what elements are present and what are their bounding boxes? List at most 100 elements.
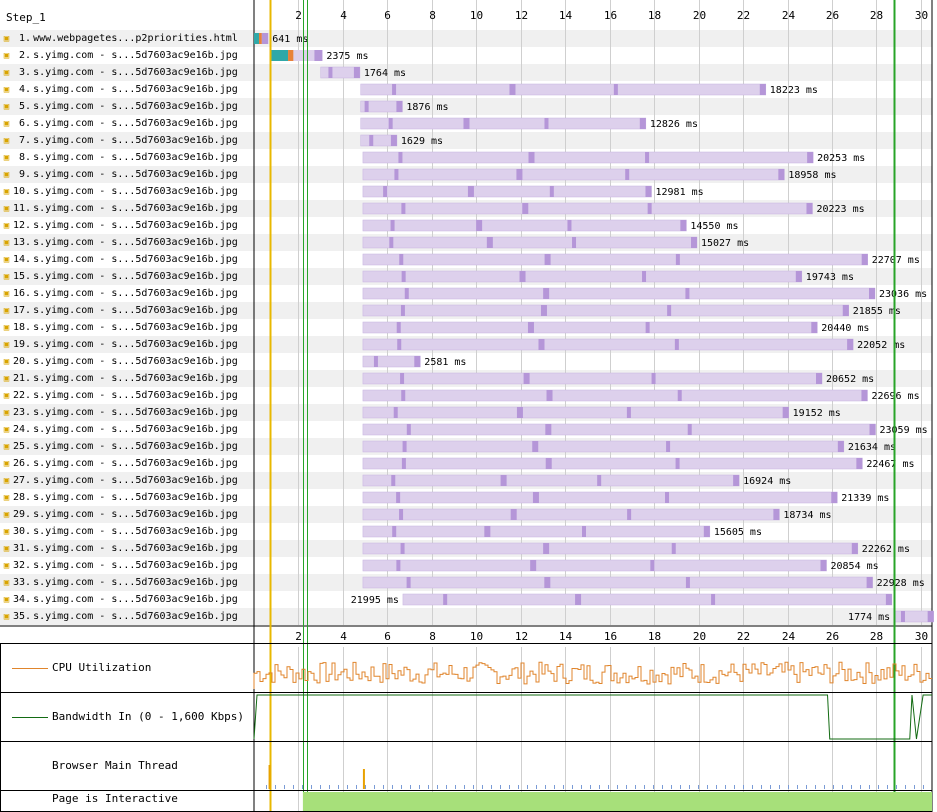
request-duration: 2375 ms [326,51,368,62]
request-row-label[interactable]: ▣ 29. s.yimg.com - s...5d7603ac9e16b.jpg [0,506,254,523]
request-url: s.yimg.com - s...5d7603ac9e16b.jpg [33,373,238,384]
request-row-label[interactable]: ▣ 19. s.yimg.com - s...5d7603ac9e16b.jpg [0,336,254,353]
request-row-label[interactable]: ▣ 6. s.yimg.com - s...5d7603ac9e16b.jpg [0,115,254,132]
request-row-label[interactable]: ▣ 16. s.yimg.com - s...5d7603ac9e16b.jpg [0,285,254,302]
lock-icon: ▣ [3,204,10,214]
main-thread-activity [824,785,825,789]
bar-download-chunk [647,203,652,214]
bar-download-chunk [401,390,406,401]
main-thread-activity [410,785,411,789]
bar-download-chunk [627,509,632,520]
tick-label-bottom: 4 [340,630,347,643]
bar-download-chunk [404,288,409,299]
bar-download-chunk [528,152,535,163]
main-thread-label: Browser Main Thread [52,759,178,772]
bar-download-chunk [543,543,550,554]
request-row-label[interactable]: ▣ 27. s.yimg.com - s...5d7603ac9e16b.jpg [0,472,254,489]
bar-dns [254,33,259,44]
request-row-label[interactable]: ▣ 32. s.yimg.com - s...5d7603ac9e16b.jpg [0,557,254,574]
request-duration: 2581 ms [424,357,466,368]
request-row-label[interactable]: ▣ 35. s.yimg.com - s...5d7603ac9e16b.jpg [0,608,254,625]
request-row-label[interactable]: ▣ 2. s.yimg.com - s...5d7603ac9e16b.jpg [0,47,254,64]
lock-icon: ▣ [3,510,10,520]
cpu-lane-label: CPU Utilization [0,661,254,674]
request-row-label[interactable]: ▣ 8. s.yimg.com - s...5d7603ac9e16b.jpg [0,149,254,166]
request-url: s.yimg.com - s...5d7603ac9e16b.jpg [33,169,238,180]
request-row-label[interactable]: ▣ 17. s.yimg.com - s...5d7603ac9e16b.jpg [0,302,254,319]
bar-download-chunk [527,322,534,333]
request-row-label[interactable]: ▣ 18. s.yimg.com - s...5d7603ac9e16b.jpg [0,319,254,336]
request-number: 29. [13,509,32,520]
request-number: 31. [13,543,32,554]
lock-icon: ▣ [3,459,10,469]
request-row-label[interactable]: ▣ 3. s.yimg.com - s...5d7603ac9e16b.jpg [0,64,254,81]
request-number: 26. [13,458,32,469]
request-row-label[interactable]: ▣ 22. s.yimg.com - s...5d7603ac9e16b.jpg [0,387,254,404]
request-row-label[interactable]: ▣ 12. s.yimg.com - s...5d7603ac9e16b.jpg [0,217,254,234]
main-thread-activity [599,785,600,789]
request-row-label[interactable]: ▣ 7. s.yimg.com - s...5d7603ac9e16b.jpg [0,132,254,149]
bar-download-chunk [675,458,680,469]
lock-icon: ▣ [3,578,10,588]
request-row-label[interactable]: ▣ 20. s.yimg.com - s...5d7603ac9e16b.jpg [0,353,254,370]
tick-label-top: 28 [870,9,883,22]
bar-wait [360,83,767,96]
request-row-label[interactable]: ▣ 1. www.webpagetes...p2priorities.html [0,30,254,47]
request-row-label[interactable]: ▣ 4. s.yimg.com - s...5d7603ac9e16b.jpg [0,81,254,98]
request-row-label[interactable]: ▣ 31. s.yimg.com - s...5d7603ac9e16b.jpg [0,540,254,557]
main-thread-activity [509,785,510,789]
request-row-label[interactable]: ▣ 24. s.yimg.com - s...5d7603ac9e16b.jpg [0,421,254,438]
bar-wait [362,576,873,589]
bar-wait [362,151,814,164]
request-row-label[interactable]: ▣ 23. s.yimg.com - s...5d7603ac9e16b.jpg [0,404,254,421]
main-thread-activity [842,785,843,789]
step-label: Step_1 [6,11,46,24]
request-duration: 12826 ms [650,119,698,130]
request-number: 22. [13,390,32,401]
main-thread-activity [563,785,564,789]
bar-download-end [856,458,863,469]
bar-wait [362,287,876,300]
bar-download-chunk [543,288,550,299]
request-row-label[interactable]: ▣ 33. s.yimg.com - s...5d7603ac9e16b.jpg [0,574,254,591]
request-row-label[interactable]: ▣ 30. s.yimg.com - s...5d7603ac9e16b.jpg [0,523,254,540]
lock-icon: ▣ [3,357,10,367]
request-row-label[interactable]: ▣ 21. s.yimg.com - s...5d7603ac9e16b.jpg [0,370,254,387]
request-row-label[interactable]: ▣ 10. s.yimg.com - s...5d7603ac9e16b.jpg [0,183,254,200]
request-row-label[interactable]: ▣ 25. s.yimg.com - s...5d7603ac9e16b.jpg [0,438,254,455]
request-duration: 1764 ms [364,68,406,79]
bar-download-chunk [390,220,395,231]
request-row-label[interactable]: ▣ 28. s.yimg.com - s...5d7603ac9e16b.jpg [0,489,254,506]
request-row-label[interactable]: ▣ 14. s.yimg.com - s...5d7603ac9e16b.jpg [0,251,254,268]
main-thread-activity [347,785,348,789]
request-row-label[interactable]: ▣ 11. s.yimg.com - s...5d7603ac9e16b.jpg [0,200,254,217]
main-thread-activity [401,785,402,789]
bar-wait [362,440,845,453]
bar-download-chunk [463,118,470,129]
request-row-label[interactable]: ▣ 13. s.yimg.com - s...5d7603ac9e16b.jpg [0,234,254,251]
bar-download-chunk [443,594,448,605]
request-row-label[interactable]: ▣ 34. s.yimg.com - s...5d7603ac9e16b.jpg [0,591,254,608]
request-duration: 23036 ms [879,289,927,300]
main-thread-activity [428,785,429,789]
bar-download-chunk [393,407,398,418]
request-number: 8. [13,152,32,163]
main-thread-activity [500,785,501,789]
cpu-label: CPU Utilization [52,661,152,674]
main-thread-activity [707,785,708,789]
request-number: 30. [13,526,32,537]
bar-download-end [837,441,844,452]
bar-download-chunk [532,441,539,452]
request-row-label[interactable]: ▣ 5. s.yimg.com - s...5d7603ac9e16b.jpg [0,98,254,115]
bar-download-chunk [486,237,493,248]
request-number: 34. [13,594,32,605]
request-row-label[interactable]: ▣ 15. s.yimg.com - s...5d7603ac9e16b.jpg [0,268,254,285]
request-number: 20. [13,356,32,367]
request-url: s.yimg.com - s...5d7603ac9e16b.jpg [33,390,238,401]
request-number: 17. [13,305,32,316]
request-row-label[interactable]: ▣ 26. s.yimg.com - s...5d7603ac9e16b.jpg [0,455,254,472]
request-row-label[interactable]: ▣ 9. s.yimg.com - s...5d7603ac9e16b.jpg [0,166,254,183]
main-thread-activity [860,785,861,789]
main-thread-activity [743,785,744,789]
